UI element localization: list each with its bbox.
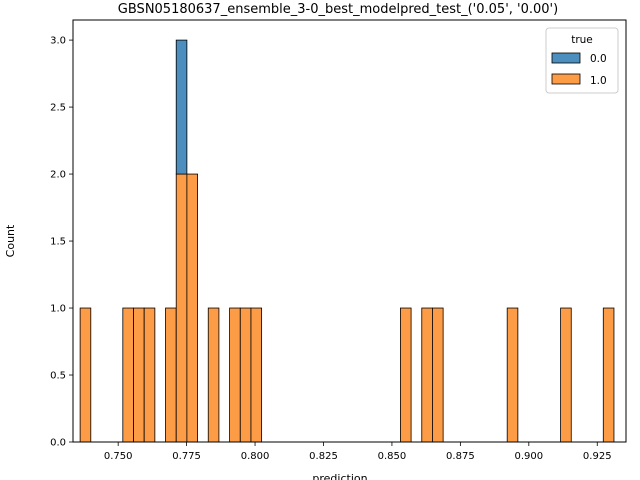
- plot-frame: [72, 19, 627, 443]
- y-tick-label: 0.0: [50, 438, 66, 449]
- x-tick-label: 0.775: [172, 451, 201, 462]
- bar-series-1.0-bin-15: [560, 307, 572, 443]
- x-tick-label: 0.825: [309, 451, 338, 462]
- x-tick-label: 0.925: [583, 451, 612, 462]
- bar-series-1.0-bin-12: [421, 307, 433, 443]
- y-axis-label: Count: [4, 224, 17, 257]
- bar-series-1.0-bin-0: [79, 307, 92, 443]
- x-tick-label: 0.850: [378, 451, 407, 462]
- x-tick-label: 0.750: [104, 451, 133, 462]
- legend-entry-0: 0.0: [590, 53, 607, 65]
- bar-series-1.0-bin-5: [175, 173, 188, 443]
- x-tick-label: 0.875: [446, 451, 475, 462]
- bar-series-1.0-bin-1: [122, 307, 134, 443]
- bar-series-1.0-bin-7: [207, 307, 220, 443]
- legend: true 0.0 1.0: [545, 27, 619, 94]
- y-tick-label: 3.0: [50, 36, 66, 47]
- x-axis-label: prediction: [312, 472, 367, 480]
- bar-series-1.0-bin-3: [143, 307, 156, 443]
- y-ticks-group: 0.0 0.5 1.0 1.5 2.0 2.5 3.0: [50, 36, 73, 449]
- bar-series-1.0-bin-16: [602, 307, 615, 443]
- bar-series-1.0-bin-2: [133, 307, 145, 443]
- bar-series-1.0-bin-4: [165, 307, 177, 443]
- y-tick-label: 2.0: [50, 170, 66, 181]
- y-tick-label: 0.5: [50, 371, 66, 382]
- legend-swatch-1: [551, 73, 581, 85]
- bar-series-0.0-bin-0: [175, 39, 188, 175]
- legend-entry-1: 1.0: [590, 75, 607, 87]
- x-tick-label: 0.900: [514, 451, 543, 462]
- chart-title: GBSN05180637_ensemble_3-0_best_modelpred…: [118, 2, 558, 17]
- legend-title: true: [571, 34, 593, 46]
- bar-series-1.0-bin-9: [239, 307, 252, 443]
- y-tick-label: 1.0: [50, 304, 66, 315]
- bar-series-1.0-bin-10: [250, 307, 263, 443]
- bar-series-1.0-bin-13: [432, 307, 444, 443]
- x-ticks-group: 0.750 0.775 0.800 0.825 0.850 0.875 0.900 0.925: [104, 442, 612, 462]
- bar-series-1.0-bin-6: [186, 173, 198, 443]
- y-tick-label: 2.5: [50, 103, 66, 114]
- y-tick-label: 1.5: [50, 237, 66, 248]
- bar-series-1.0-bin-11: [400, 307, 412, 443]
- x-tick-label: 0.800: [241, 451, 270, 462]
- bars-group: [79, 39, 615, 443]
- legend-swatch-0: [551, 52, 581, 64]
- bar-series-1.0-bin-8: [229, 307, 241, 443]
- bar-series-1.0-bin-14: [506, 307, 519, 443]
